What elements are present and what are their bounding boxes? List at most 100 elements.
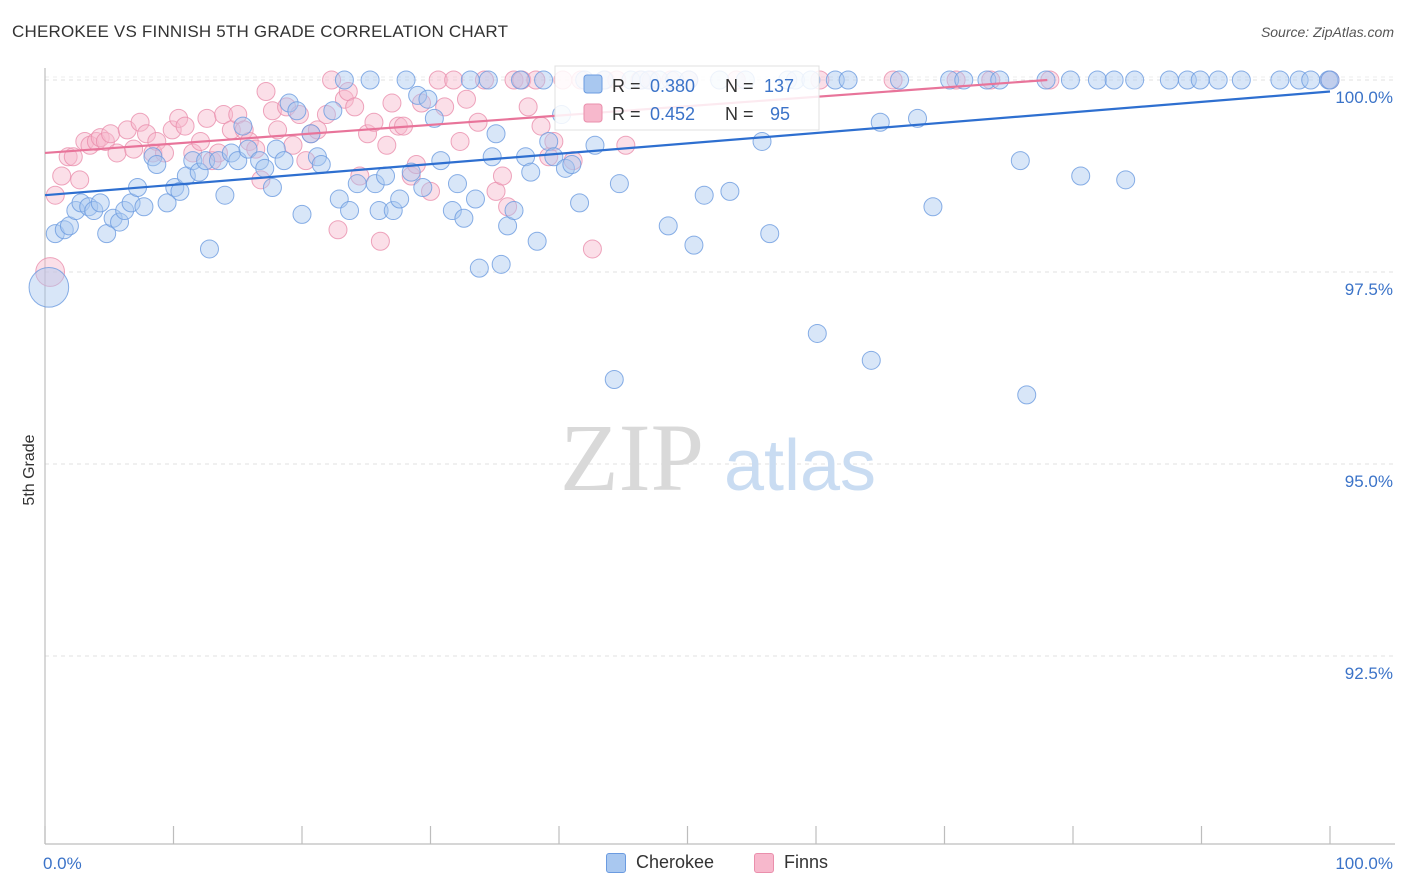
finns-point (256, 82, 276, 102)
cherokee-point (1208, 70, 1228, 90)
finns-point (946, 70, 966, 90)
cherokee-point (1010, 151, 1030, 171)
cherokee-point (562, 154, 582, 174)
cherokee-point (486, 124, 506, 144)
cherokee-point (465, 189, 485, 209)
cherokee-point (292, 204, 312, 224)
cherokee-point (1071, 166, 1091, 186)
cherokee-trendline (44, 90, 1331, 197)
y-tick-label: 100.0% (1335, 88, 1393, 107)
cherokee-point (442, 201, 462, 221)
finns-point (52, 166, 72, 186)
finns-point (428, 70, 448, 90)
cherokee-point (510, 70, 530, 90)
finns-point (124, 139, 144, 159)
cherokee-point (255, 158, 275, 178)
cherokee-point (134, 197, 154, 217)
trendlines (44, 78, 1331, 197)
cherokee-point (527, 231, 547, 251)
cherokee-point (447, 174, 467, 194)
cherokee-point (287, 101, 307, 121)
cherokee-point (609, 174, 629, 194)
finns-point (70, 170, 90, 190)
cherokee-point (110, 212, 130, 232)
finns-point (526, 70, 546, 90)
cherokee-point (279, 93, 299, 113)
cherokee-point (1231, 70, 1251, 90)
cherokee-point (165, 178, 185, 198)
finns-point (296, 151, 316, 171)
cherokee-point (347, 174, 367, 194)
cherokee-point (454, 208, 474, 228)
cherokee-point (752, 131, 772, 151)
finns-point (214, 105, 234, 125)
cherokee-point (1289, 70, 1309, 90)
cherokee-point (28, 267, 70, 308)
watermark-zip: ZIP (560, 404, 704, 511)
chart-title: CHEROKEE VS FINNISH 5TH GRADE CORRELATIO… (12, 22, 509, 41)
finns-point (883, 70, 903, 90)
finns-point (350, 166, 370, 186)
cherokee-point (401, 162, 421, 182)
y-tick-label: 97.5% (1345, 280, 1393, 299)
finns-point (518, 97, 538, 117)
legend-finns-r-value: 0.452 (650, 104, 695, 124)
finns-point (197, 108, 217, 128)
cherokee-point (147, 154, 167, 174)
cherokee-point (215, 185, 235, 205)
cherokee-point (1116, 170, 1136, 190)
y-tick-label: 92.5% (1345, 664, 1393, 683)
legend-finns-r-label: R = (612, 104, 641, 124)
finns-point (137, 124, 157, 144)
source-credit: Source: ZipAtlas.com (1260, 24, 1394, 40)
cherokee-point (521, 162, 541, 182)
cherokee-point (684, 235, 704, 255)
finns-point (544, 131, 564, 151)
finns-point (539, 147, 559, 167)
cherokee-point (491, 254, 511, 274)
finns-point (364, 112, 384, 132)
cherokee-point (115, 201, 135, 221)
cherokee-point (478, 70, 498, 90)
cherokee-point (807, 323, 827, 343)
cherokee-point (482, 147, 502, 167)
cherokee-point (838, 70, 858, 90)
finns-point (345, 97, 365, 117)
cherokee-point (431, 151, 451, 171)
legend-finns-color (754, 852, 774, 873)
cherokee-point (861, 350, 881, 370)
cherokee-point (923, 197, 943, 217)
cherokee-point (694, 185, 714, 205)
x-tick-label: 0.0% (43, 854, 82, 873)
cherokee-point (1270, 70, 1290, 90)
cherokee-point (954, 70, 974, 90)
cherokee-point (418, 89, 438, 109)
cherokee-point (199, 239, 219, 259)
cherokee-point (990, 70, 1010, 90)
cherokee-point (189, 162, 209, 182)
cherokee-point (760, 224, 780, 244)
cherokee-point (334, 70, 354, 90)
legend-finns-label: Finns (784, 852, 829, 872)
gridlines (45, 76, 1395, 657)
legend-item-cherokee: Cherokee (606, 852, 714, 873)
finns-point (456, 89, 476, 109)
cherokee-point (1125, 70, 1145, 90)
cherokee-point (90, 193, 110, 213)
cherokee-point (266, 139, 286, 159)
legend-finns-n-value: 95 (770, 104, 790, 124)
x-tick-label: 100.0% (1335, 854, 1393, 873)
cherokee-point (504, 201, 524, 221)
finns-point (202, 151, 222, 171)
cherokee-point (413, 178, 433, 198)
cherokee-point (238, 139, 258, 159)
cherokee-point (460, 70, 480, 90)
cherokee-point (544, 147, 564, 167)
cherokee-point (360, 70, 380, 90)
cherokee-point (84, 201, 104, 221)
cherokee-point (1060, 70, 1080, 90)
cherokee-point (79, 197, 99, 217)
cherokee-point (157, 193, 177, 213)
finns-point (616, 135, 636, 155)
cherokee-point (534, 70, 554, 90)
